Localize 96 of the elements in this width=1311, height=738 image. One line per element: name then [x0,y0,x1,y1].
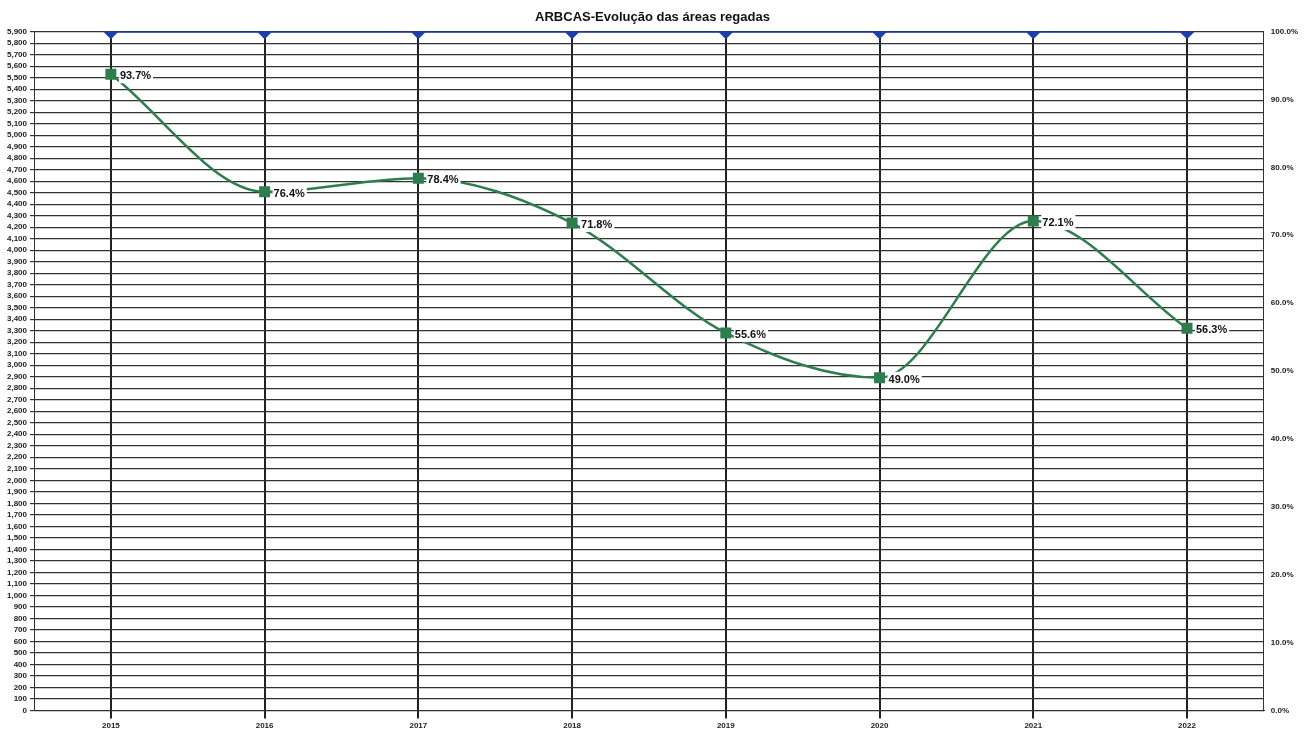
y-tick-label: 600 [13,636,28,646]
y-tick-label: 1,100 [6,579,28,589]
data-label: 93.7% [119,69,152,82]
point [1027,215,1039,227]
y-tick-label: 5,800 [6,38,28,48]
y-tick-label: 900 [13,602,28,612]
x-tick-label: 2016 [255,721,275,731]
y-tick-label: 1,000 [6,590,28,600]
y-tick-label: 5,300 [6,95,28,105]
y-tick-label: 1,200 [6,567,28,577]
data-label: 72.1% [1042,216,1074,229]
point [720,327,732,339]
y-tick-label: 2,800 [6,383,28,393]
data-label: 76.4% [273,186,306,199]
y-tick-label: 2,900 [6,371,28,381]
y-tick-label: 2,200 [6,452,28,462]
y-tick-label: 800 [13,613,28,623]
x-tick-label: 2020 [870,721,889,731]
y-tick-label: 400 [13,659,28,669]
y-tick-label: 5,400 [6,84,28,94]
point [105,68,117,80]
y-tick-label: 2,100 [6,464,28,473]
x-tick-label: 2019 [716,721,736,731]
y-tick-label: 4,400 [6,199,28,209]
y-tick-label: 5,500 [6,72,28,82]
y2-tick-label: 20.0% [1270,569,1294,579]
y2-tick-label: 0.0% [1270,705,1290,715]
y-tick-label: 5,200 [6,107,28,117]
y-tick-label: 4,200 [6,222,28,232]
y2-tick-label: 70.0% [1270,230,1294,240]
y-tick-label: 4,500 [6,187,28,197]
y-tick-label: 0 [22,705,28,715]
point [1181,322,1193,334]
y-tick-label: 3,500 [6,302,28,312]
x-tick-label: 2018 [563,721,582,731]
y2-tick-label: 50.0% [1270,366,1294,376]
y-tick-label: 700 [13,625,28,635]
y-tick-label: 1,700 [6,510,28,520]
y-tick-label: 3,000 [6,360,28,370]
point [412,172,424,184]
y-tick-label: 5,100 [6,118,28,128]
y-tick-label: 2,500 [6,417,28,427]
y2-tick-label: 10.0% [1270,637,1294,647]
y-tick-label: 2,400 [6,429,28,439]
y-tick-label: 1,500 [6,533,28,543]
y2-tick-label: 40.0% [1270,434,1294,444]
data-label: 78.4% [427,173,459,186]
y-tick-label: 100 [13,694,28,704]
data-label: 49.0% [888,372,920,385]
y-tick-label: 1,400 [6,544,28,554]
y-tick-label: 200 [13,682,28,692]
y-tick-label: 4,100 [6,233,28,243]
y2-tick-label: 80.0% [1270,162,1294,172]
point [874,372,886,384]
y2-tick-label: 100.0% [1270,26,1299,36]
y-tick-label: 4,800 [6,153,28,163]
y-tick-label: 5,000 [6,130,28,140]
y-tick-label: 3,400 [6,314,28,324]
y-tick-label: 3,300 [6,325,28,335]
y-tick-label: 2,300 [6,440,28,450]
y-tick-label: 1,800 [6,498,28,508]
y-tick-label: 2,600 [6,406,28,416]
point [259,186,271,198]
y2-tick-label: 90.0% [1270,94,1294,104]
data-label: 56.3% [1196,323,1228,336]
y-tick-label: 500 [13,648,28,658]
y-tick-label: 4,900 [6,141,28,151]
data-label: 71.8% [581,218,613,231]
y-tick-label: 5,600 [6,61,28,71]
x-tick-label: 2021 [1024,721,1043,731]
y-tick-label: 300 [13,671,28,681]
y-tick-label: 1,600 [6,521,28,531]
y2-tick-label: 30.0% [1270,501,1294,511]
data-label: 55.6% [734,328,767,341]
x-tick-label: 2017 [409,721,428,731]
y-tick-label: 1,300 [6,556,28,566]
y-tick-label: 4,700 [6,164,28,174]
chart-title: ARBCAS-Evolução das áreas regadas [535,9,770,25]
y-tick-label: 3,200 [6,337,28,347]
y-tick-label: 5,900 [6,26,28,36]
point [566,217,578,229]
y-tick-label: 3,700 [6,279,28,289]
y-tick-label: 1,900 [6,487,28,497]
x-tick-label: 2015 [101,721,121,731]
y-tick-label: 4,600 [6,176,28,186]
y-tick-label: 3,600 [6,291,28,301]
y-tick-label: 3,100 [6,348,28,358]
y-tick-label: 4,000 [6,245,28,255]
y-tick-label: 3,900 [6,256,28,266]
y-tick-label: 3,800 [6,268,28,278]
y-tick-label: 2,700 [6,394,28,404]
y-tick-label: 5,700 [6,49,28,59]
y-tick-label: 2,000 [6,475,28,485]
y-tick-label: 4,300 [6,210,28,220]
y2-tick-label: 60.0% [1270,298,1294,308]
x-tick-label: 2022 [1178,721,1197,731]
